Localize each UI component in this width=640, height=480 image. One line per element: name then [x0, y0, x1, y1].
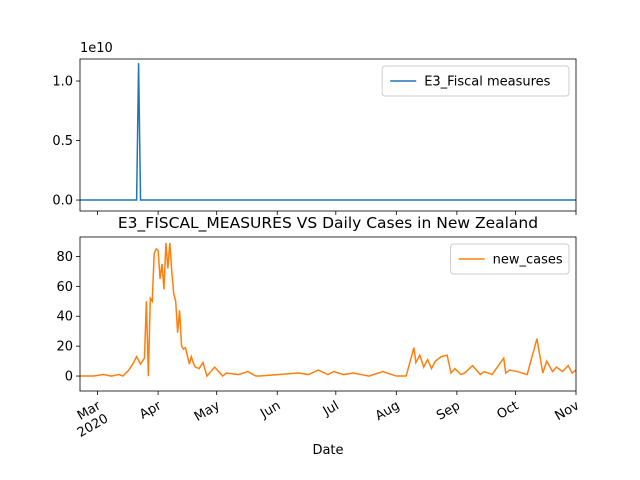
- data-line: [80, 63, 576, 201]
- y-tick-label: 20: [56, 340, 73, 355]
- data-line: [80, 242, 576, 378]
- legend-box: [381, 65, 570, 97]
- y-tick-label: 0.5: [52, 134, 73, 149]
- legend-box: [450, 243, 570, 275]
- y-tick-label: 0: [65, 370, 73, 385]
- legend-label: new_cases: [493, 253, 563, 268]
- y-tick-label: 1.0: [52, 75, 73, 90]
- axes-frame: [79, 236, 577, 392]
- axes-frame: [79, 58, 577, 212]
- offset-label: 1e10: [80, 41, 113, 56]
- y-tick-label: 80: [56, 250, 73, 265]
- y-tick-label: 0.0: [52, 194, 73, 209]
- chart-title: E3_FISCAL_MEASURES VS Daily Cases in New…: [118, 214, 538, 233]
- x-axis-label: Date: [312, 443, 343, 458]
- legend-label: E3_Fiscal measures: [424, 75, 550, 90]
- y-tick-label: 60: [56, 280, 73, 295]
- x-tick-label: Jul: [320, 398, 342, 419]
- y-tick-label: 40: [56, 310, 73, 325]
